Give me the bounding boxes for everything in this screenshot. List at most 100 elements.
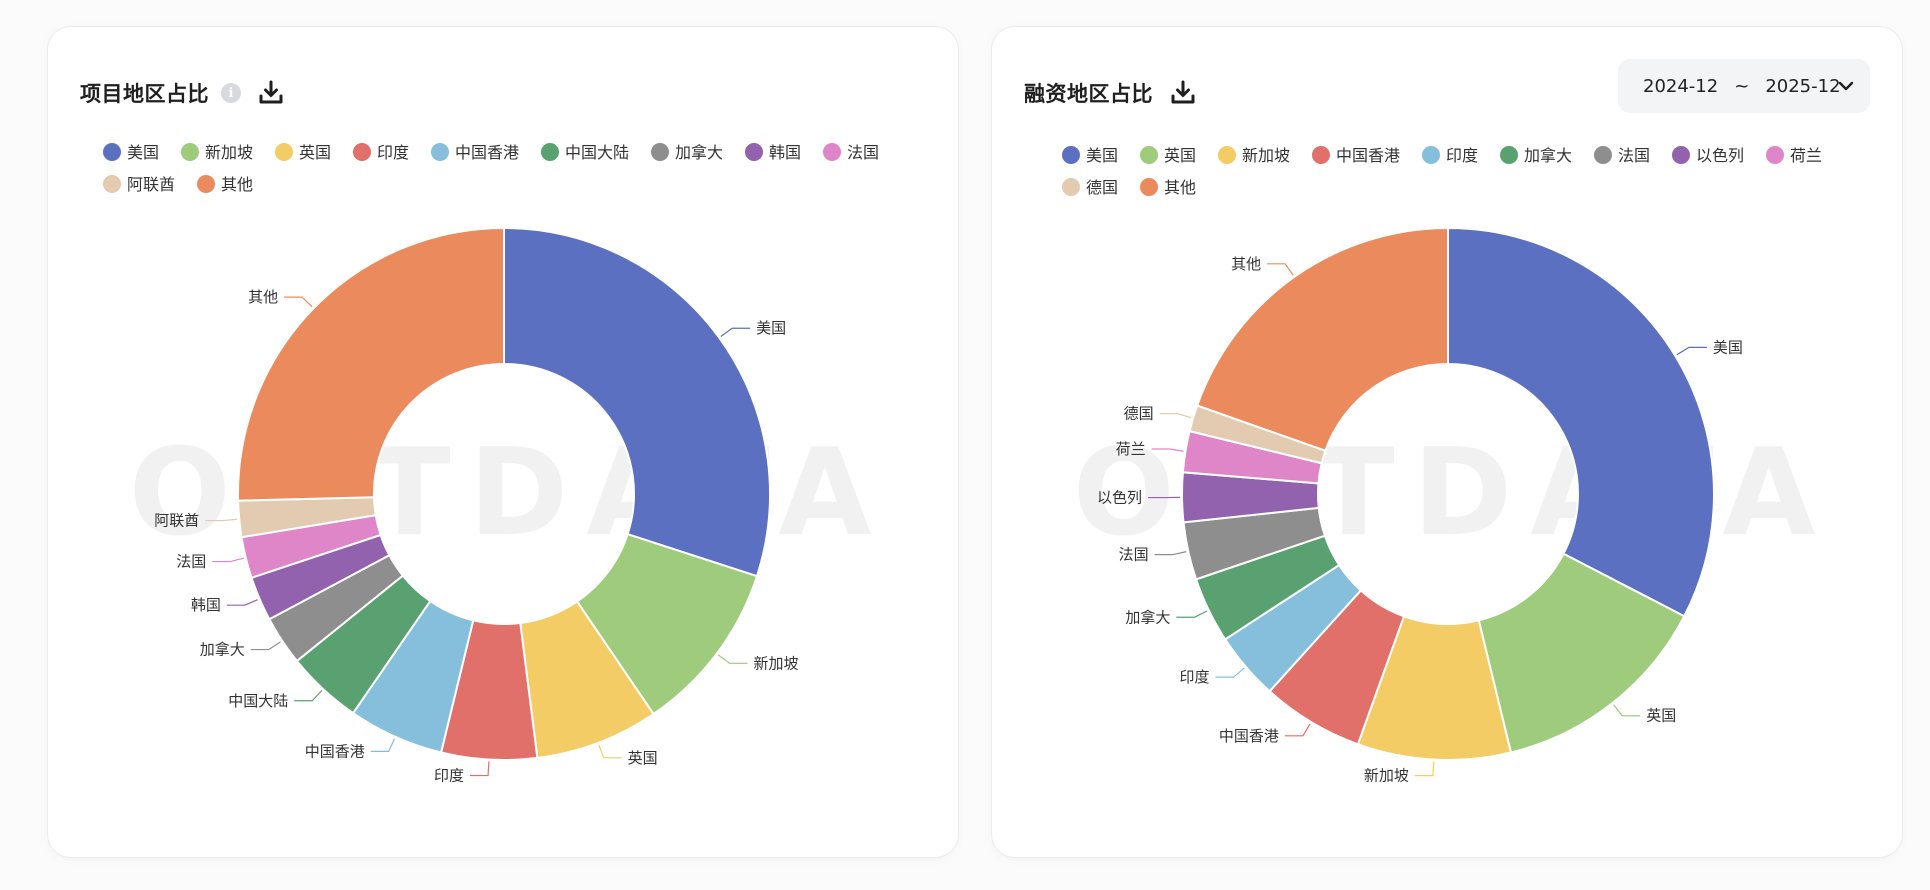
legend-item[interactable]: 印度 (353, 143, 409, 162)
legend-label: 英国 (1164, 146, 1196, 165)
leader-line (1613, 704, 1641, 717)
leader-line (1159, 413, 1192, 419)
legend-item[interactable]: 荷兰 (1766, 146, 1822, 165)
legend-item[interactable]: 新加坡 (1218, 146, 1290, 165)
legend-item[interactable]: 德国 (1062, 178, 1118, 197)
legend-item[interactable]: 以色列 (1672, 146, 1744, 165)
legend-item[interactable]: 加拿大 (651, 143, 723, 162)
donut-slices (237, 226, 771, 761)
legend-marker (745, 143, 763, 161)
leader-line (294, 690, 323, 702)
legend-label: 法国 (847, 143, 879, 162)
legend-marker (197, 175, 215, 193)
info-icon[interactable]: i (221, 83, 241, 103)
legend-marker (541, 143, 559, 161)
legend-label: 其他 (221, 175, 253, 194)
legend-item[interactable]: 阿联酋 (103, 175, 175, 194)
legend-item[interactable]: 中国香港 (1312, 146, 1400, 165)
donut-slice[interactable] (237, 226, 505, 502)
legend-label: 新加坡 (205, 143, 253, 162)
slice-label: 加拿大 (200, 641, 245, 659)
leader-line (1151, 448, 1184, 452)
legend-item[interactable]: 法国 (1594, 146, 1650, 165)
download-icon[interactable] (257, 79, 285, 107)
legend-item[interactable]: 中国香港 (431, 143, 519, 162)
legend-marker (1312, 146, 1330, 164)
slice-label: 美国 (756, 319, 786, 337)
legend-marker (1062, 146, 1080, 164)
download-icon[interactable] (1169, 79, 1197, 107)
legend-label: 美国 (1086, 146, 1118, 165)
legend-item[interactable]: 中国大陆 (541, 143, 629, 162)
legend-label: 中国大陆 (565, 143, 629, 162)
financing-region-card: 融资地区占比 2024-12 ~ 2025-12 OOTDATA 美国 英国 新加坡中… (991, 26, 1903, 858)
legend-label: 以色列 (1696, 146, 1744, 165)
legend-marker (1672, 146, 1690, 164)
leader-line (250, 641, 281, 651)
slice-label: 英国 (628, 749, 658, 767)
legend-marker (181, 143, 199, 161)
legend-marker (353, 143, 371, 161)
legend-label: 加拿大 (1524, 146, 1572, 165)
legend-item[interactable]: 印度 (1422, 146, 1478, 165)
legend-label: 中国香港 (455, 143, 519, 162)
leader-line (1676, 346, 1707, 356)
donut-slice[interactable] (503, 226, 771, 578)
card-header: 项目地区占比 i (80, 73, 285, 113)
leader-line (1414, 761, 1435, 777)
legend-item[interactable]: 加拿大 (1500, 146, 1572, 165)
legend-marker (823, 143, 841, 161)
slice-label: 韩国 (191, 596, 221, 614)
leader-line (212, 557, 244, 563)
legend-item[interactable]: 新加坡 (181, 143, 253, 162)
legend-marker (275, 143, 293, 161)
legend-item[interactable]: 英国 (1140, 146, 1196, 165)
slice-label: 加拿大 (1125, 608, 1170, 626)
date-range-picker[interactable]: 2024-12 ~ 2025-12 (1618, 59, 1870, 113)
legend-item[interactable]: 英国 (275, 143, 331, 162)
legend-label: 其他 (1164, 178, 1196, 197)
leader-line (470, 761, 490, 777)
slice-label: 中国香港 (305, 742, 365, 760)
leader-line (717, 654, 748, 664)
legend-item[interactable]: 美国 (103, 143, 159, 162)
legend-label: 印度 (1446, 146, 1478, 165)
legend-label: 阿联酋 (127, 175, 175, 194)
slice-label: 印度 (1180, 668, 1210, 686)
legend-marker (1140, 146, 1158, 164)
legend-label: 印度 (377, 143, 409, 162)
legend-marker (431, 143, 449, 161)
slice-label: 其他 (248, 288, 278, 306)
slice-label: 新加坡 (754, 654, 799, 672)
legend-item[interactable]: 美国 (1062, 146, 1118, 165)
legend-item[interactable]: 其他 (1140, 178, 1196, 197)
legend-marker (1218, 146, 1236, 164)
legend-marker (1500, 146, 1518, 164)
card-title: 项目地区占比 (80, 82, 209, 106)
leader-line (720, 327, 751, 337)
legend-item[interactable]: 法国 (823, 143, 879, 162)
donut-slice[interactable] (1477, 552, 1686, 754)
legend-marker (1062, 178, 1080, 196)
card-header: 融资地区占比 (1024, 73, 1197, 113)
legend-label: 英国 (299, 143, 331, 162)
slice-label: 阿联酋 (154, 512, 199, 530)
leader-line (226, 599, 258, 606)
leader-line (598, 744, 622, 759)
legend-item[interactable]: 其他 (197, 175, 253, 194)
legend-marker (1766, 146, 1784, 164)
date-separator: ~ (1734, 75, 1750, 97)
donut-slice[interactable] (1195, 226, 1449, 453)
slice-label: 荷兰 (1116, 440, 1146, 458)
legend-label: 加拿大 (675, 143, 723, 162)
slice-label: 中国大陆 (228, 692, 288, 710)
legend-marker (1422, 146, 1440, 164)
donut-slice[interactable] (1447, 226, 1715, 618)
leader-line (205, 518, 238, 522)
legend-label: 美国 (127, 143, 159, 162)
legend-item[interactable]: 韩国 (745, 143, 801, 162)
